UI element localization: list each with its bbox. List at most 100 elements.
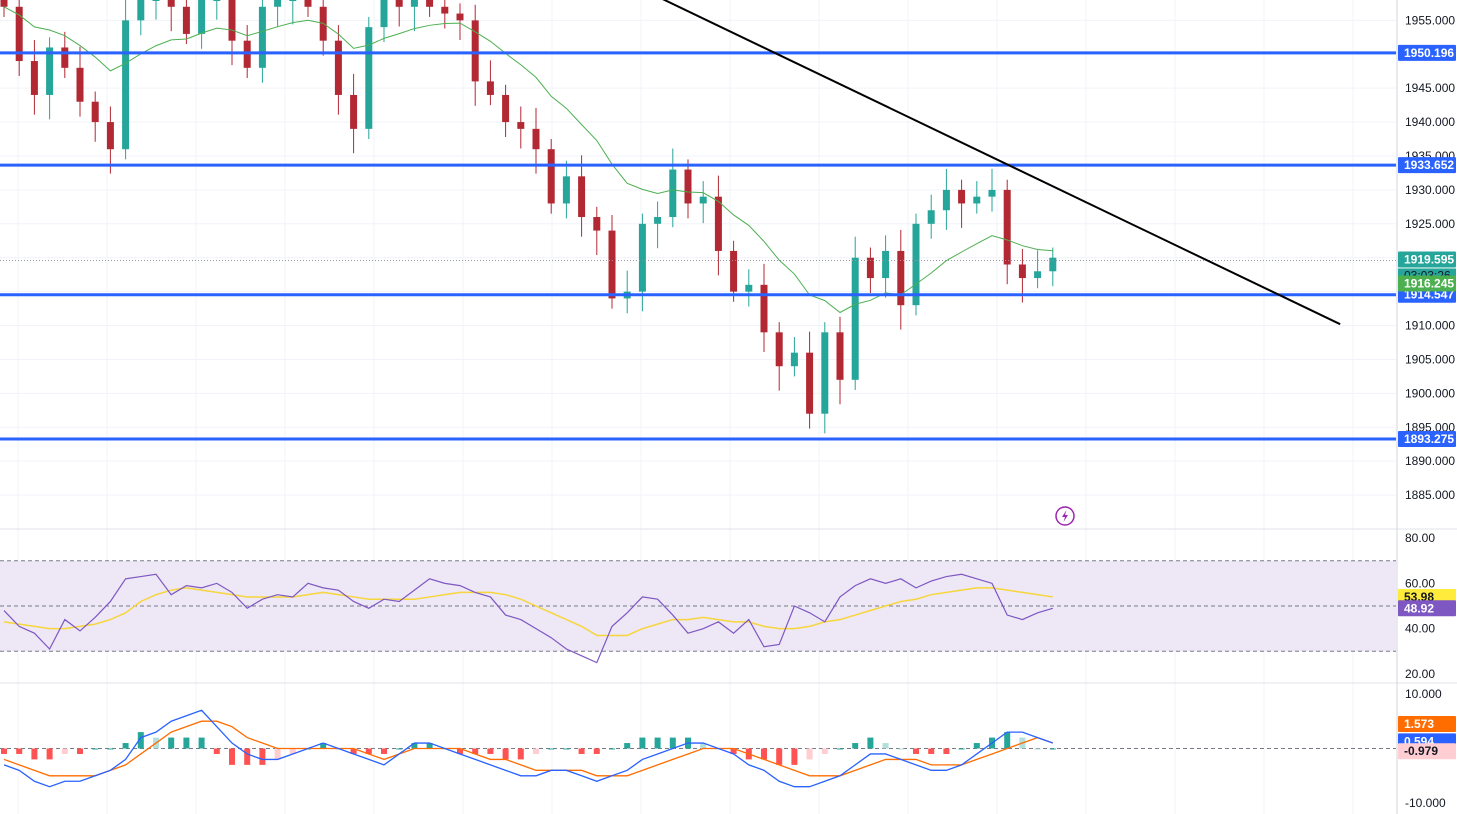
candle[interactable] (167, 0, 175, 7)
candle[interactable] (334, 40, 342, 95)
candle[interactable] (76, 67, 84, 102)
candle[interactable] (61, 47, 69, 68)
signal-value-tag: 1.573 (1404, 717, 1434, 731)
macd-histogram-bar (183, 737, 190, 749)
candle[interactable] (578, 176, 586, 218)
candle[interactable] (350, 94, 358, 129)
candle[interactable] (775, 332, 783, 367)
candle[interactable] (426, 0, 434, 7)
candle[interactable] (760, 284, 768, 333)
macd-histogram-bar (1004, 732, 1011, 749)
candle[interactable] (137, 0, 145, 21)
candle[interactable] (228, 0, 236, 41)
price-tick-label: 1885.000 (1405, 488, 1455, 502)
price-tick-label: 1955.000 (1405, 13, 1455, 27)
macd-histogram-bar (137, 732, 144, 749)
candle[interactable] (365, 27, 373, 129)
candle[interactable] (654, 217, 662, 224)
price-tick-label: 1910.000 (1405, 319, 1455, 333)
last-price-tag-bg (1398, 251, 1456, 268)
candle[interactable] (0, 0, 8, 7)
candle[interactable] (1003, 189, 1011, 265)
candle[interactable] (441, 6, 449, 14)
candle[interactable] (274, 0, 282, 7)
candle[interactable] (1034, 271, 1042, 279)
rsi-pane[interactable] (0, 560, 1396, 664)
candle[interactable] (699, 196, 707, 204)
candle[interactable] (851, 257, 859, 380)
candle[interactable] (547, 149, 555, 204)
level-price-tag: 1950.196 (1404, 46, 1454, 60)
candle[interactable] (456, 13, 464, 21)
candle[interactable] (912, 223, 920, 306)
candle[interactable] (410, 0, 418, 7)
candle[interactable] (1018, 264, 1026, 279)
candle[interactable] (638, 223, 646, 292)
price-pane[interactable] (0, 0, 1396, 441)
candle[interactable] (988, 189, 996, 197)
candle[interactable] (745, 284, 753, 292)
price-tags: 1950.1961933.6521914.5471893.2751919.595… (1398, 44, 1456, 760)
candle[interactable] (882, 250, 890, 279)
candle[interactable] (669, 169, 677, 218)
ma-price-tag-bg (1398, 275, 1456, 292)
macd-histogram-bar (654, 737, 661, 749)
candle[interactable] (46, 47, 54, 95)
candle[interactable] (593, 217, 601, 231)
macd-histogram-bar (897, 748, 904, 750)
candle[interactable] (927, 210, 935, 224)
candle[interactable] (152, 0, 160, 1)
macd-signal-line (3, 720, 1054, 777)
candle[interactable] (897, 250, 905, 306)
macd-histogram-bar (320, 743, 327, 749)
candle[interactable] (15, 6, 23, 62)
price-scale[interactable]: 1955.0001950.0001945.0001940.0001935.000… (1405, 13, 1455, 810)
candle[interactable] (30, 61, 38, 95)
candle[interactable] (532, 128, 540, 150)
candle[interactable] (380, 0, 388, 28)
macd-histogram-bar (213, 748, 220, 754)
candle[interactable] (213, 0, 221, 1)
candle[interactable] (821, 332, 829, 414)
candle[interactable] (1049, 257, 1057, 272)
candle[interactable] (198, 0, 206, 34)
candle[interactable] (304, 0, 312, 7)
lightning-icon[interactable] (1055, 506, 1075, 526)
candle[interactable] (289, 0, 297, 1)
signal-value-tag-bg (1398, 715, 1456, 732)
candle[interactable] (91, 101, 99, 123)
candle[interactable] (836, 332, 844, 380)
price-tick-label: 1890.000 (1405, 454, 1455, 468)
trendline[interactable] (656, 0, 1341, 326)
candle[interactable] (517, 122, 525, 129)
candle[interactable] (258, 6, 266, 68)
candle[interactable] (182, 6, 190, 34)
candle[interactable] (714, 196, 722, 251)
candle[interactable] (502, 94, 510, 123)
macd-histogram-bar (563, 748, 570, 750)
candle[interactable] (942, 189, 950, 211)
candle[interactable] (106, 122, 114, 150)
price-tick-label: 1900.000 (1405, 386, 1455, 400)
macd-line (3, 709, 1054, 788)
macd-histogram-bar (107, 748, 114, 750)
candle[interactable] (684, 169, 692, 204)
candle[interactable] (608, 230, 616, 299)
candle[interactable] (790, 352, 798, 367)
candle[interactable] (958, 189, 966, 204)
candle[interactable] (806, 352, 814, 414)
candle[interactable] (122, 20, 130, 150)
candle[interactable] (562, 176, 570, 204)
candle[interactable] (866, 257, 874, 279)
candle[interactable] (395, 0, 403, 7)
price-tick-label: 1930.000 (1405, 183, 1455, 197)
macd-histogram-bar (882, 743, 889, 749)
candle[interactable] (471, 20, 479, 82)
macd-pane[interactable] (0, 709, 1396, 788)
candle[interactable] (486, 81, 494, 95)
candle[interactable] (730, 250, 738, 292)
candle[interactable] (973, 196, 981, 204)
macd-histogram-bar (517, 748, 524, 760)
macd-histogram-bar (958, 748, 965, 750)
